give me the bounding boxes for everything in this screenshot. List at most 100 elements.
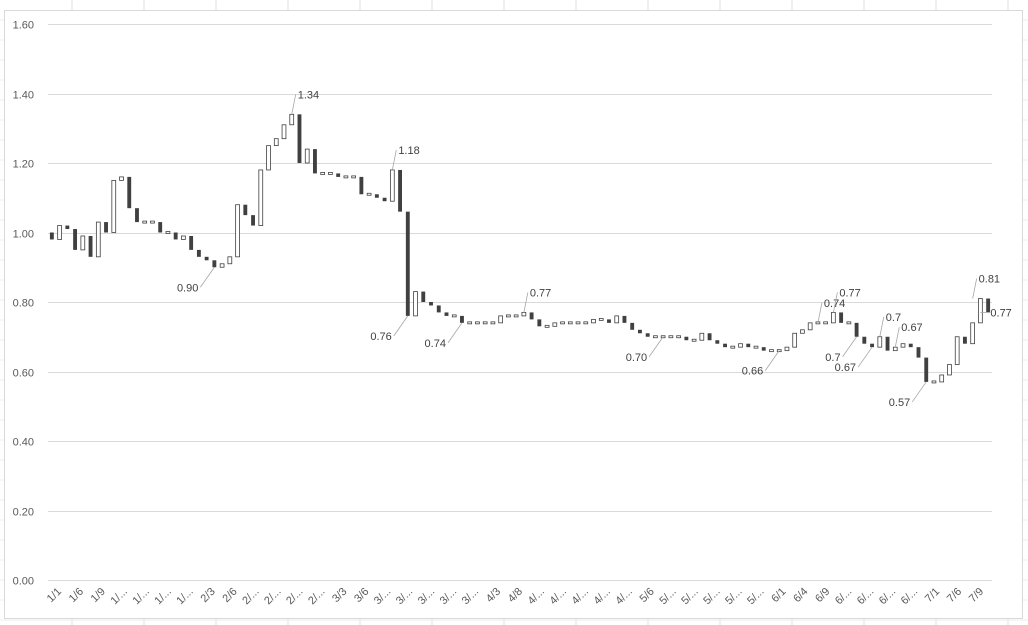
candle bbox=[575, 321, 581, 325]
candle bbox=[638, 329, 642, 334]
candle bbox=[986, 298, 991, 313]
candle bbox=[970, 322, 975, 345]
data-label-leader bbox=[391, 149, 397, 171]
candle bbox=[142, 220, 148, 224]
y-tick-label: 0.20 bbox=[13, 507, 34, 519]
candle bbox=[88, 235, 93, 257]
data-label-leader bbox=[842, 336, 857, 357]
candle bbox=[243, 204, 248, 216]
candle bbox=[544, 324, 550, 328]
candle bbox=[807, 322, 813, 331]
data-label: 0.7 bbox=[825, 352, 840, 364]
data-label: 1.34 bbox=[298, 89, 319, 101]
candle bbox=[892, 346, 898, 352]
candle bbox=[769, 349, 774, 353]
data-label: 0.77 bbox=[530, 287, 551, 299]
candle bbox=[598, 317, 604, 321]
candle bbox=[165, 231, 171, 234]
data-label-leader bbox=[648, 336, 664, 357]
y-tick-label: 1.20 bbox=[13, 159, 34, 171]
candle bbox=[978, 298, 983, 324]
candle bbox=[908, 343, 913, 348]
candle bbox=[158, 222, 163, 233]
candle bbox=[475, 321, 480, 325]
data-label-leader bbox=[291, 94, 297, 115]
candle bbox=[189, 235, 194, 250]
candle bbox=[460, 315, 464, 323]
candle bbox=[467, 321, 473, 325]
candle bbox=[916, 347, 921, 358]
data-label-leader bbox=[879, 316, 885, 337]
candle bbox=[451, 314, 457, 318]
candle bbox=[227, 256, 233, 265]
candle bbox=[150, 220, 155, 224]
y-tick-label: 0.60 bbox=[13, 368, 34, 380]
candle bbox=[831, 312, 836, 324]
candle bbox=[73, 229, 78, 250]
candle bbox=[715, 340, 720, 344]
candle bbox=[684, 336, 689, 341]
y-tick-label: 0.80 bbox=[13, 298, 34, 310]
candle bbox=[738, 343, 743, 348]
candle bbox=[552, 322, 558, 327]
data-label: 0.81 bbox=[979, 274, 1000, 286]
candle bbox=[776, 349, 782, 353]
chart-area bbox=[4, 10, 1023, 619]
candle bbox=[204, 256, 209, 261]
candle bbox=[273, 138, 279, 147]
y-tick-label: 1.40 bbox=[13, 90, 34, 102]
y-tick-label: 0.40 bbox=[13, 437, 34, 449]
candle bbox=[622, 315, 627, 323]
data-label-leader bbox=[911, 381, 927, 403]
candle bbox=[800, 329, 805, 334]
candle bbox=[328, 172, 333, 175]
candle bbox=[583, 321, 589, 325]
candle bbox=[95, 221, 101, 258]
candle bbox=[266, 145, 271, 171]
candle bbox=[870, 343, 874, 348]
candle bbox=[251, 215, 255, 226]
candle bbox=[413, 291, 418, 317]
candle bbox=[846, 321, 852, 325]
data-label-leader bbox=[894, 327, 900, 348]
candle bbox=[482, 321, 488, 325]
candle bbox=[320, 172, 326, 175]
candle bbox=[173, 232, 178, 240]
data-label-leader bbox=[764, 350, 780, 371]
candle bbox=[877, 336, 883, 348]
candle bbox=[723, 343, 727, 348]
data-label: 0.66 bbox=[742, 366, 763, 378]
candle bbox=[506, 314, 511, 318]
candle bbox=[135, 208, 139, 223]
data-label: 0.7 bbox=[886, 312, 901, 324]
candle bbox=[336, 173, 341, 177]
candle bbox=[924, 357, 929, 382]
candle bbox=[823, 321, 828, 325]
candle bbox=[668, 335, 674, 339]
candle bbox=[691, 338, 697, 342]
candle bbox=[939, 374, 945, 383]
candle bbox=[104, 222, 108, 233]
candle bbox=[281, 124, 287, 140]
candle bbox=[591, 318, 596, 324]
candle bbox=[389, 169, 395, 202]
candle bbox=[212, 260, 217, 268]
data-label-leader bbox=[200, 267, 215, 288]
data-label: 0.67 bbox=[901, 322, 922, 334]
candle bbox=[196, 249, 201, 257]
candle bbox=[962, 336, 967, 344]
candle bbox=[382, 197, 387, 202]
candle bbox=[954, 336, 960, 365]
data-label: 0.57 bbox=[889, 397, 910, 409]
candle bbox=[521, 312, 527, 317]
y-tick-label: 1.60 bbox=[13, 20, 34, 32]
candle bbox=[753, 345, 759, 349]
data-label: 0.90 bbox=[177, 282, 198, 294]
candle bbox=[80, 235, 86, 251]
candle bbox=[699, 332, 705, 341]
candle bbox=[57, 225, 62, 240]
data-label-leader bbox=[523, 292, 529, 313]
candle bbox=[421, 291, 426, 302]
candle bbox=[653, 335, 658, 339]
